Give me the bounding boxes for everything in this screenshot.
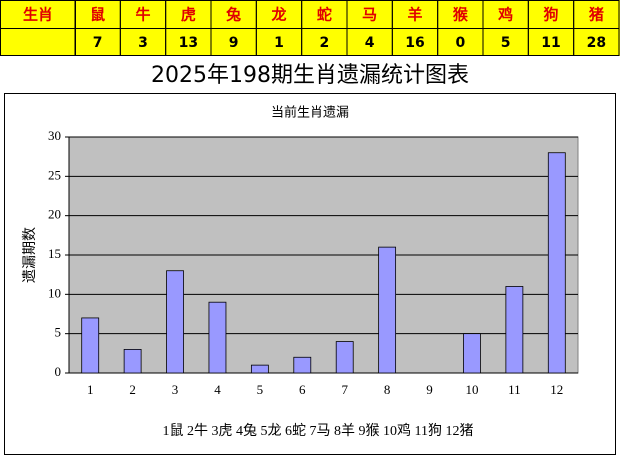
y-tick-label: 5 [55,325,62,340]
bar [81,317,100,374]
bar [123,348,142,374]
chart-title: 当前生肖遗漏 [271,105,349,121]
x-tick-label: 5 [257,382,264,397]
table-value: 11 [541,35,560,51]
x-tick-label: 12 [550,382,563,397]
bar [335,341,354,374]
table-value: 13 [179,35,198,51]
bar [166,270,184,374]
table-value: 1 [274,35,284,51]
table-value: 7 [93,35,103,51]
x-tick-label: 10 [465,382,478,397]
y-tick-label: 0 [55,364,62,379]
table-cell [0,28,76,56]
x-tick-label: 3 [172,382,179,397]
x-tick-label: 7 [341,382,348,397]
y-tick-label: 30 [48,128,61,143]
table-header: 猴 [453,6,469,24]
bar [250,364,269,374]
bar [547,152,566,374]
table-value: 28 [587,35,606,51]
table-header: 虎 [181,6,196,24]
table-header: 兔 [225,6,241,24]
x-tick-label: 1 [87,382,94,397]
table-header: 龙 [270,6,286,24]
bar [293,356,312,374]
table-header: 猪 [588,6,604,24]
table-header: 羊 [407,6,422,24]
x-tick-label: 8 [384,382,391,397]
legend-text: 1鼠 2牛 3虎 4兔 5龙 6蛇 7马 8羊 9猴 10鸡 11狗 12猪 [163,422,474,439]
y-tick-label: 25 [48,167,61,182]
page-title: 2025年198期生肖遗漏统计图表 [151,63,469,88]
table-header: 生肖 [23,6,53,24]
table-value: 2 [319,35,329,51]
table-value: 4 [365,35,375,51]
table-cell [573,28,620,56]
y-tick-label: 20 [48,207,61,222]
table-value: 16 [405,35,424,51]
x-tick-label: 11 [508,382,521,397]
bar [378,246,397,374]
table-value: 5 [501,35,511,51]
bar [208,301,227,374]
y-tick-label: 15 [48,246,61,261]
table-header: 牛 [135,6,150,24]
table-header: 鼠 [90,6,105,24]
table-value: 3 [138,35,148,51]
y-axis-label: 遗漏期数 [22,227,38,283]
table-value: 9 [229,35,239,51]
x-tick-label: 2 [129,382,136,397]
y-tick-label: 10 [48,285,61,300]
table-header: 蛇 [317,6,332,24]
x-tick-label: 9 [426,382,433,397]
bar [463,333,481,374]
table-header: 鸡 [497,6,513,24]
table-header: 狗 [543,6,558,24]
table-value: 0 [455,35,465,51]
bar [505,286,524,374]
table-header: 马 [362,6,377,24]
x-tick-label: 4 [214,382,221,397]
x-tick-label: 6 [299,382,306,397]
